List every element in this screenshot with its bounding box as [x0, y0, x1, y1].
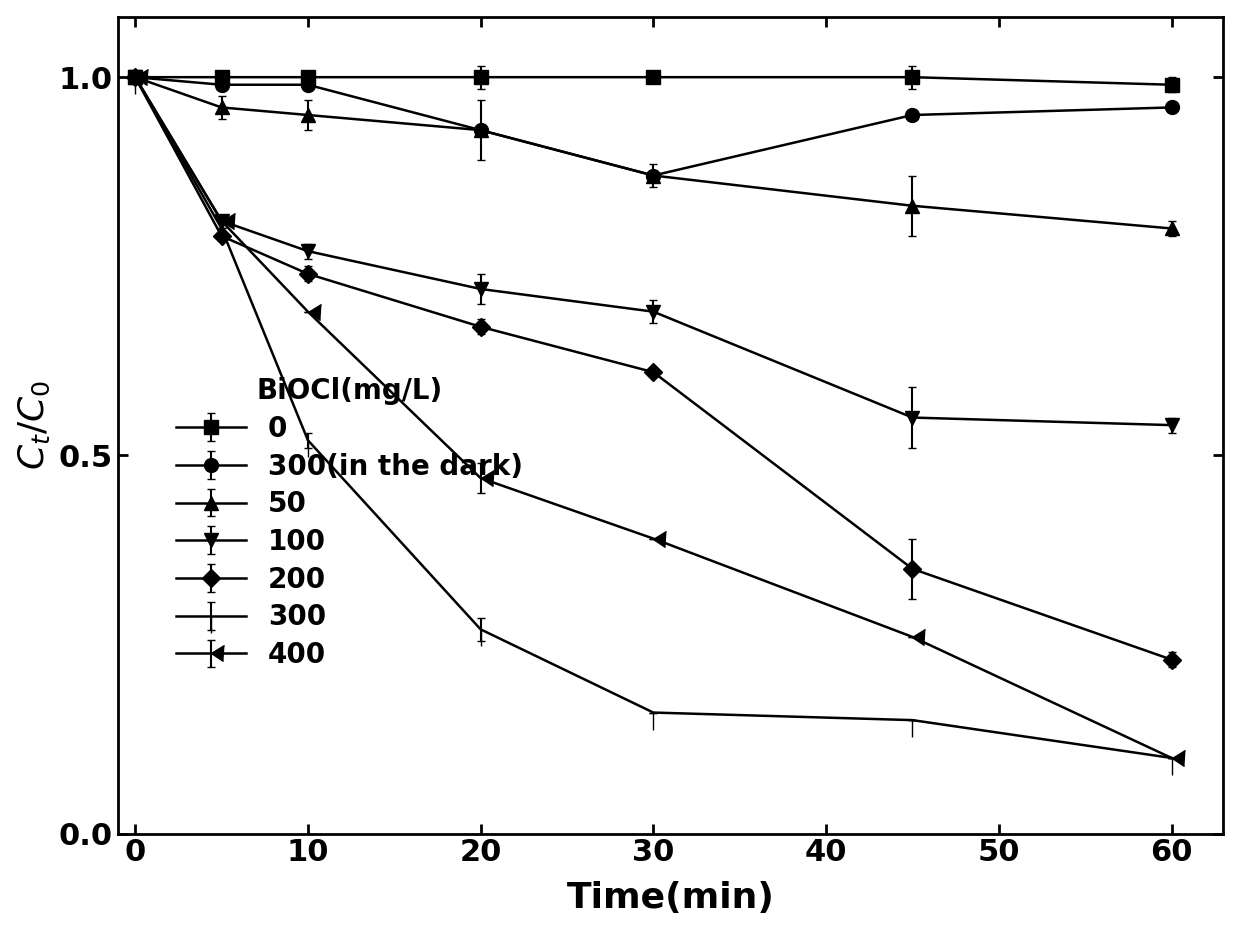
Legend: 0, 300(in the dark), 50, 100, 200, 300, 400: 0, 300(in the dark), 50, 100, 200, 300, …: [165, 366, 534, 680]
Y-axis label: $C_t/C_0$: $C_t/C_0$: [16, 380, 52, 470]
X-axis label: Time(min): Time(min): [567, 882, 775, 915]
